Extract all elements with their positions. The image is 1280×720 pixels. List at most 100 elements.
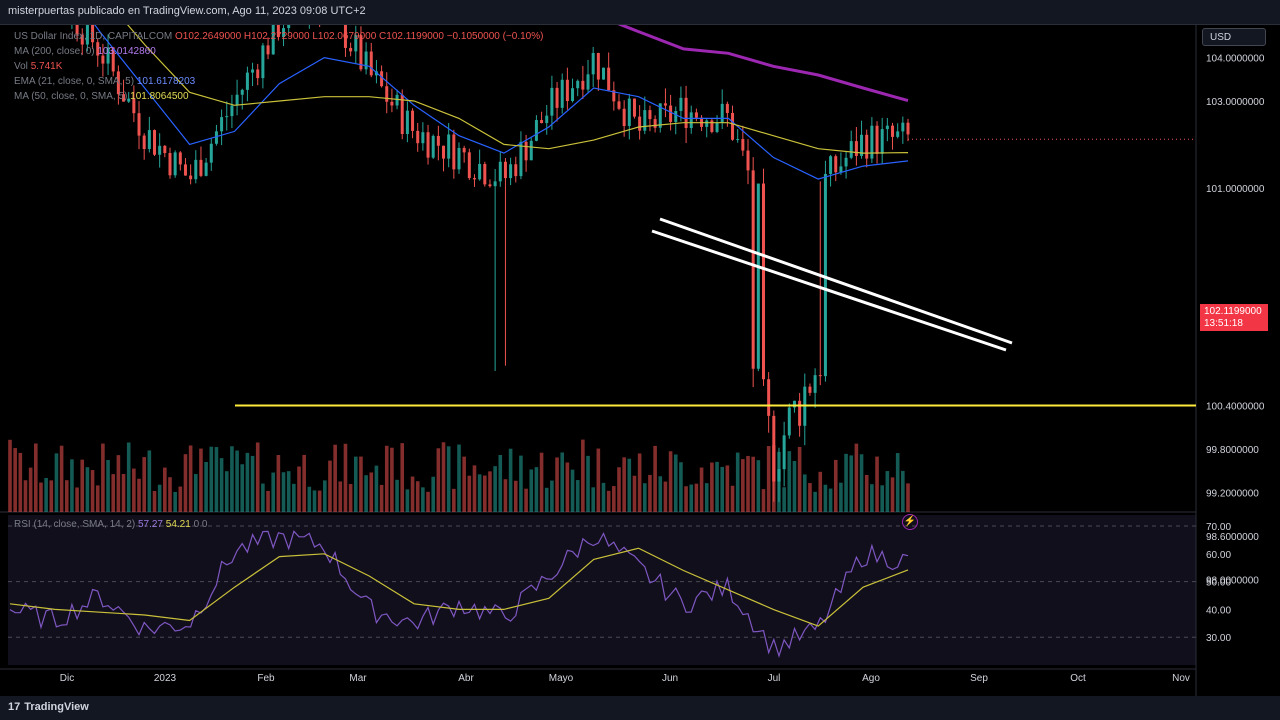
tradingview-logo-text: TradingView	[24, 701, 89, 713]
volume-bar	[152, 490, 157, 512]
candle-body	[261, 45, 265, 79]
rsi-axis-label: 30.00	[1206, 633, 1231, 644]
candle-body	[720, 103, 724, 123]
volume-bar	[199, 448, 203, 512]
candle-body	[632, 98, 636, 117]
top-bar: misterpuertas publicado en TradingView.c…	[0, 0, 1280, 24]
candle-body	[669, 105, 673, 122]
volume-bar	[586, 455, 590, 512]
volume-bar	[90, 470, 95, 512]
chart-canvas[interactable]: 108.0000000107.0000000106.0000000105.000…	[0, 25, 1280, 697]
time-axis-label: Sep	[970, 673, 988, 684]
candle-body	[266, 45, 270, 55]
volume-bar	[297, 466, 301, 512]
volume-bar	[864, 474, 869, 512]
candle-body	[725, 103, 729, 113]
volume-bar	[524, 488, 528, 512]
volume-bar	[271, 472, 276, 512]
bar-countdown: 13:51:18	[1204, 318, 1243, 329]
price-axis-label: 98.0000000	[1206, 576, 1259, 587]
volume-bar	[436, 448, 441, 512]
candle-body	[901, 122, 905, 132]
volume-bar	[648, 474, 652, 512]
volume-bar	[106, 459, 110, 512]
volume-bar	[369, 472, 374, 512]
candle-body	[106, 47, 110, 64]
volume-bar	[544, 487, 549, 512]
volume-bar	[622, 457, 626, 512]
candle-body	[189, 175, 193, 180]
volume-bar	[746, 455, 750, 512]
rsi-legend: RSI (14, close, SMA, 14, 2) 57.27 54.21 …	[14, 519, 207, 530]
candle-body	[524, 141, 528, 161]
candle-body	[540, 120, 544, 124]
candle-body	[483, 163, 487, 185]
volume-bar	[844, 453, 848, 512]
candle-body	[782, 435, 786, 470]
volume-bar	[292, 483, 296, 512]
candle-body	[591, 52, 595, 75]
candle-body	[369, 51, 373, 76]
trendline-upper	[659, 217, 1013, 345]
rsi-line	[9, 530, 909, 658]
volume-bar	[132, 468, 136, 512]
volume-bar	[214, 447, 219, 512]
currency-button[interactable]: USD	[1202, 28, 1266, 46]
volume-bar	[245, 452, 250, 512]
candle-body	[488, 184, 492, 187]
candle-body	[276, 25, 280, 38]
candle-body	[225, 116, 229, 118]
price-axis-label: 103.0000000	[1206, 97, 1265, 108]
volume-bar	[637, 453, 642, 512]
volume-bar	[333, 444, 337, 512]
volume-bar	[890, 477, 895, 512]
footer-bar: 17 TradingView	[0, 696, 1280, 720]
volume-bar	[839, 482, 843, 512]
candle-body	[183, 164, 187, 176]
candle-body	[442, 145, 446, 159]
volume-bar	[266, 490, 270, 512]
volume-bar	[302, 454, 306, 512]
volume-bar	[54, 453, 59, 512]
candle-body	[96, 42, 100, 56]
volume-bar	[28, 467, 33, 512]
candle-body	[349, 47, 353, 52]
volume-bar	[467, 475, 472, 512]
volume-bar	[483, 475, 487, 512]
volume-bar	[673, 454, 678, 512]
time-axis-label: Jun	[662, 673, 678, 684]
candle-body	[571, 88, 575, 102]
volume-bar	[859, 454, 864, 512]
lightning-icon[interactable]: ⚡	[902, 514, 918, 530]
volume-bar	[80, 459, 85, 512]
tradingview-logo[interactable]: 17 TradingView	[8, 701, 89, 713]
volume-bar	[379, 484, 384, 512]
volume-bar	[126, 442, 131, 512]
candle-body	[880, 129, 884, 154]
price-axis-label: 98.6000000	[1206, 532, 1259, 543]
candle-body	[498, 161, 502, 182]
candle-body	[282, 28, 286, 38]
volume-bar	[792, 460, 797, 512]
publication-attribution: misterpuertas publicado en TradingView.c…	[8, 5, 366, 17]
ma50-label: MA (50, close, 0, SMA, 5)	[14, 91, 128, 102]
chart-frame[interactable]: 108.0000000107.0000000106.0000000105.000…	[0, 24, 1280, 697]
volume-bar	[193, 474, 198, 512]
candle-body	[287, 25, 291, 29]
volume-bar	[782, 487, 786, 512]
candle-body	[426, 132, 430, 158]
rsi-axis-label: 40.00	[1206, 605, 1231, 616]
ma200-value: 103.0142860	[97, 46, 156, 57]
candle-body	[663, 103, 667, 106]
volume-bar	[111, 474, 116, 512]
candle-body	[560, 79, 564, 108]
volume-bar	[338, 481, 343, 512]
volume-bar	[374, 465, 379, 512]
volume-bar	[741, 459, 745, 512]
candle-body	[808, 386, 812, 393]
volume-bar	[183, 454, 188, 512]
volume-bar	[34, 443, 38, 512]
volume-bar	[901, 470, 905, 512]
candle-body	[256, 69, 260, 79]
candle-body	[173, 152, 177, 176]
